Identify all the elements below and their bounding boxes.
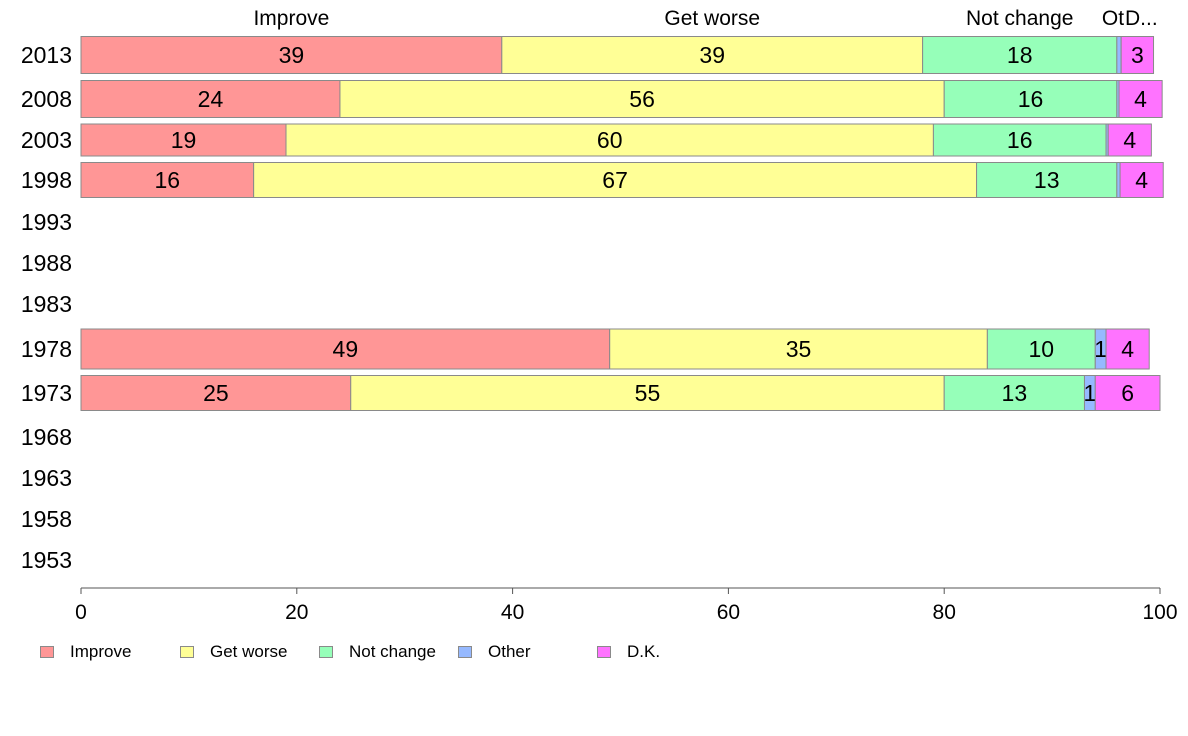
legend-swatch [458,646,472,658]
category-label: 1998 [21,167,72,193]
data-label: 4 [1121,336,1134,362]
bar-segment [339,80,945,118]
bar-segment [922,36,1118,74]
top-label: D... [1125,7,1158,30]
bar-segment [943,375,1085,411]
data-label: 39 [279,42,305,68]
legend-label: D.K. [627,642,661,661]
legend-swatch [319,646,333,658]
data-label: 1 [1083,380,1096,406]
bar-segment [1120,36,1155,74]
x-tick-label: 80 [933,601,956,624]
data-label: 1 [1094,336,1107,362]
top-label: Improve [253,7,329,30]
category-label: 1968 [21,424,72,450]
bar-segment [1116,36,1122,74]
category-label: 1993 [21,209,72,235]
legend-item: Other [458,642,531,662]
top-label: Get worse [664,7,760,30]
category-label: 1963 [21,465,72,491]
bar-segment [80,36,503,74]
data-label: 10 [1029,336,1055,362]
data-label: 3 [1131,42,1144,68]
legend-label: Improve [70,642,132,661]
data-label: 67 [602,167,628,193]
data-label: 49 [333,336,359,362]
legend-swatch [180,646,194,658]
data-label: 16 [1007,127,1033,153]
category-label: 1983 [21,291,72,317]
legend-swatch [40,646,54,658]
category-label: 2003 [21,127,72,153]
bar-segment [1118,80,1163,118]
x-tick-label: 40 [501,601,524,624]
bar-segment [986,328,1096,370]
data-label: 16 [1018,86,1044,112]
data-label: 6 [1121,380,1134,406]
data-label: 13 [1034,167,1060,193]
x-tick-label: 0 [75,601,87,624]
bar-segment [253,162,978,198]
legend-item: Get worse [180,642,287,662]
data-label: 4 [1134,86,1147,112]
bar-segment [1107,123,1152,157]
data-label: 55 [635,380,661,406]
bar-segment [80,375,352,411]
data-label: 4 [1135,167,1148,193]
data-label: 13 [1002,380,1028,406]
bar-segment [1094,375,1161,411]
category-label: 1988 [21,250,72,276]
legend-swatch [597,646,611,658]
data-label: 60 [597,127,623,153]
bar-segment [80,162,255,198]
x-tick-label: 100 [1142,601,1177,624]
bar-segment [1105,328,1150,370]
bar-segment [285,123,934,157]
x-tick-label: 20 [285,601,308,624]
data-label: 16 [155,167,181,193]
data-label: 18 [1007,42,1033,68]
bar-segment [80,123,287,157]
top-label: Ot [1102,7,1124,30]
legend-label: Other [488,642,531,661]
bar-segment [932,123,1107,157]
bar-segment [80,328,611,370]
bar-segment [976,162,1118,198]
bar-segment [501,36,924,74]
bar-segment [943,80,1118,118]
data-label: 24 [198,86,224,112]
category-label: 2013 [21,42,72,68]
category-label: 1978 [21,336,72,362]
data-label: 35 [786,336,812,362]
category-label: 1958 [21,506,72,532]
data-label: 19 [171,127,197,153]
bar-segment [350,375,945,411]
bar-segment [609,328,988,370]
legend-label: Get worse [210,642,288,661]
bar-segment [1119,162,1164,198]
legend-item: Not change [319,642,436,662]
data-label: 4 [1123,127,1136,153]
bar-segment [80,80,341,118]
category-label: 2008 [21,86,72,112]
data-label: 56 [629,86,655,112]
legend-item: Improve [40,642,131,662]
category-label: 1953 [21,547,72,573]
legend-label: Not change [349,642,436,661]
data-label: 39 [699,42,725,68]
category-label: 1973 [21,380,72,406]
x-tick-label: 60 [717,601,740,624]
top-label: Not change [966,7,1073,30]
legend-item: D.K. [597,642,660,662]
data-label: 25 [203,380,229,406]
